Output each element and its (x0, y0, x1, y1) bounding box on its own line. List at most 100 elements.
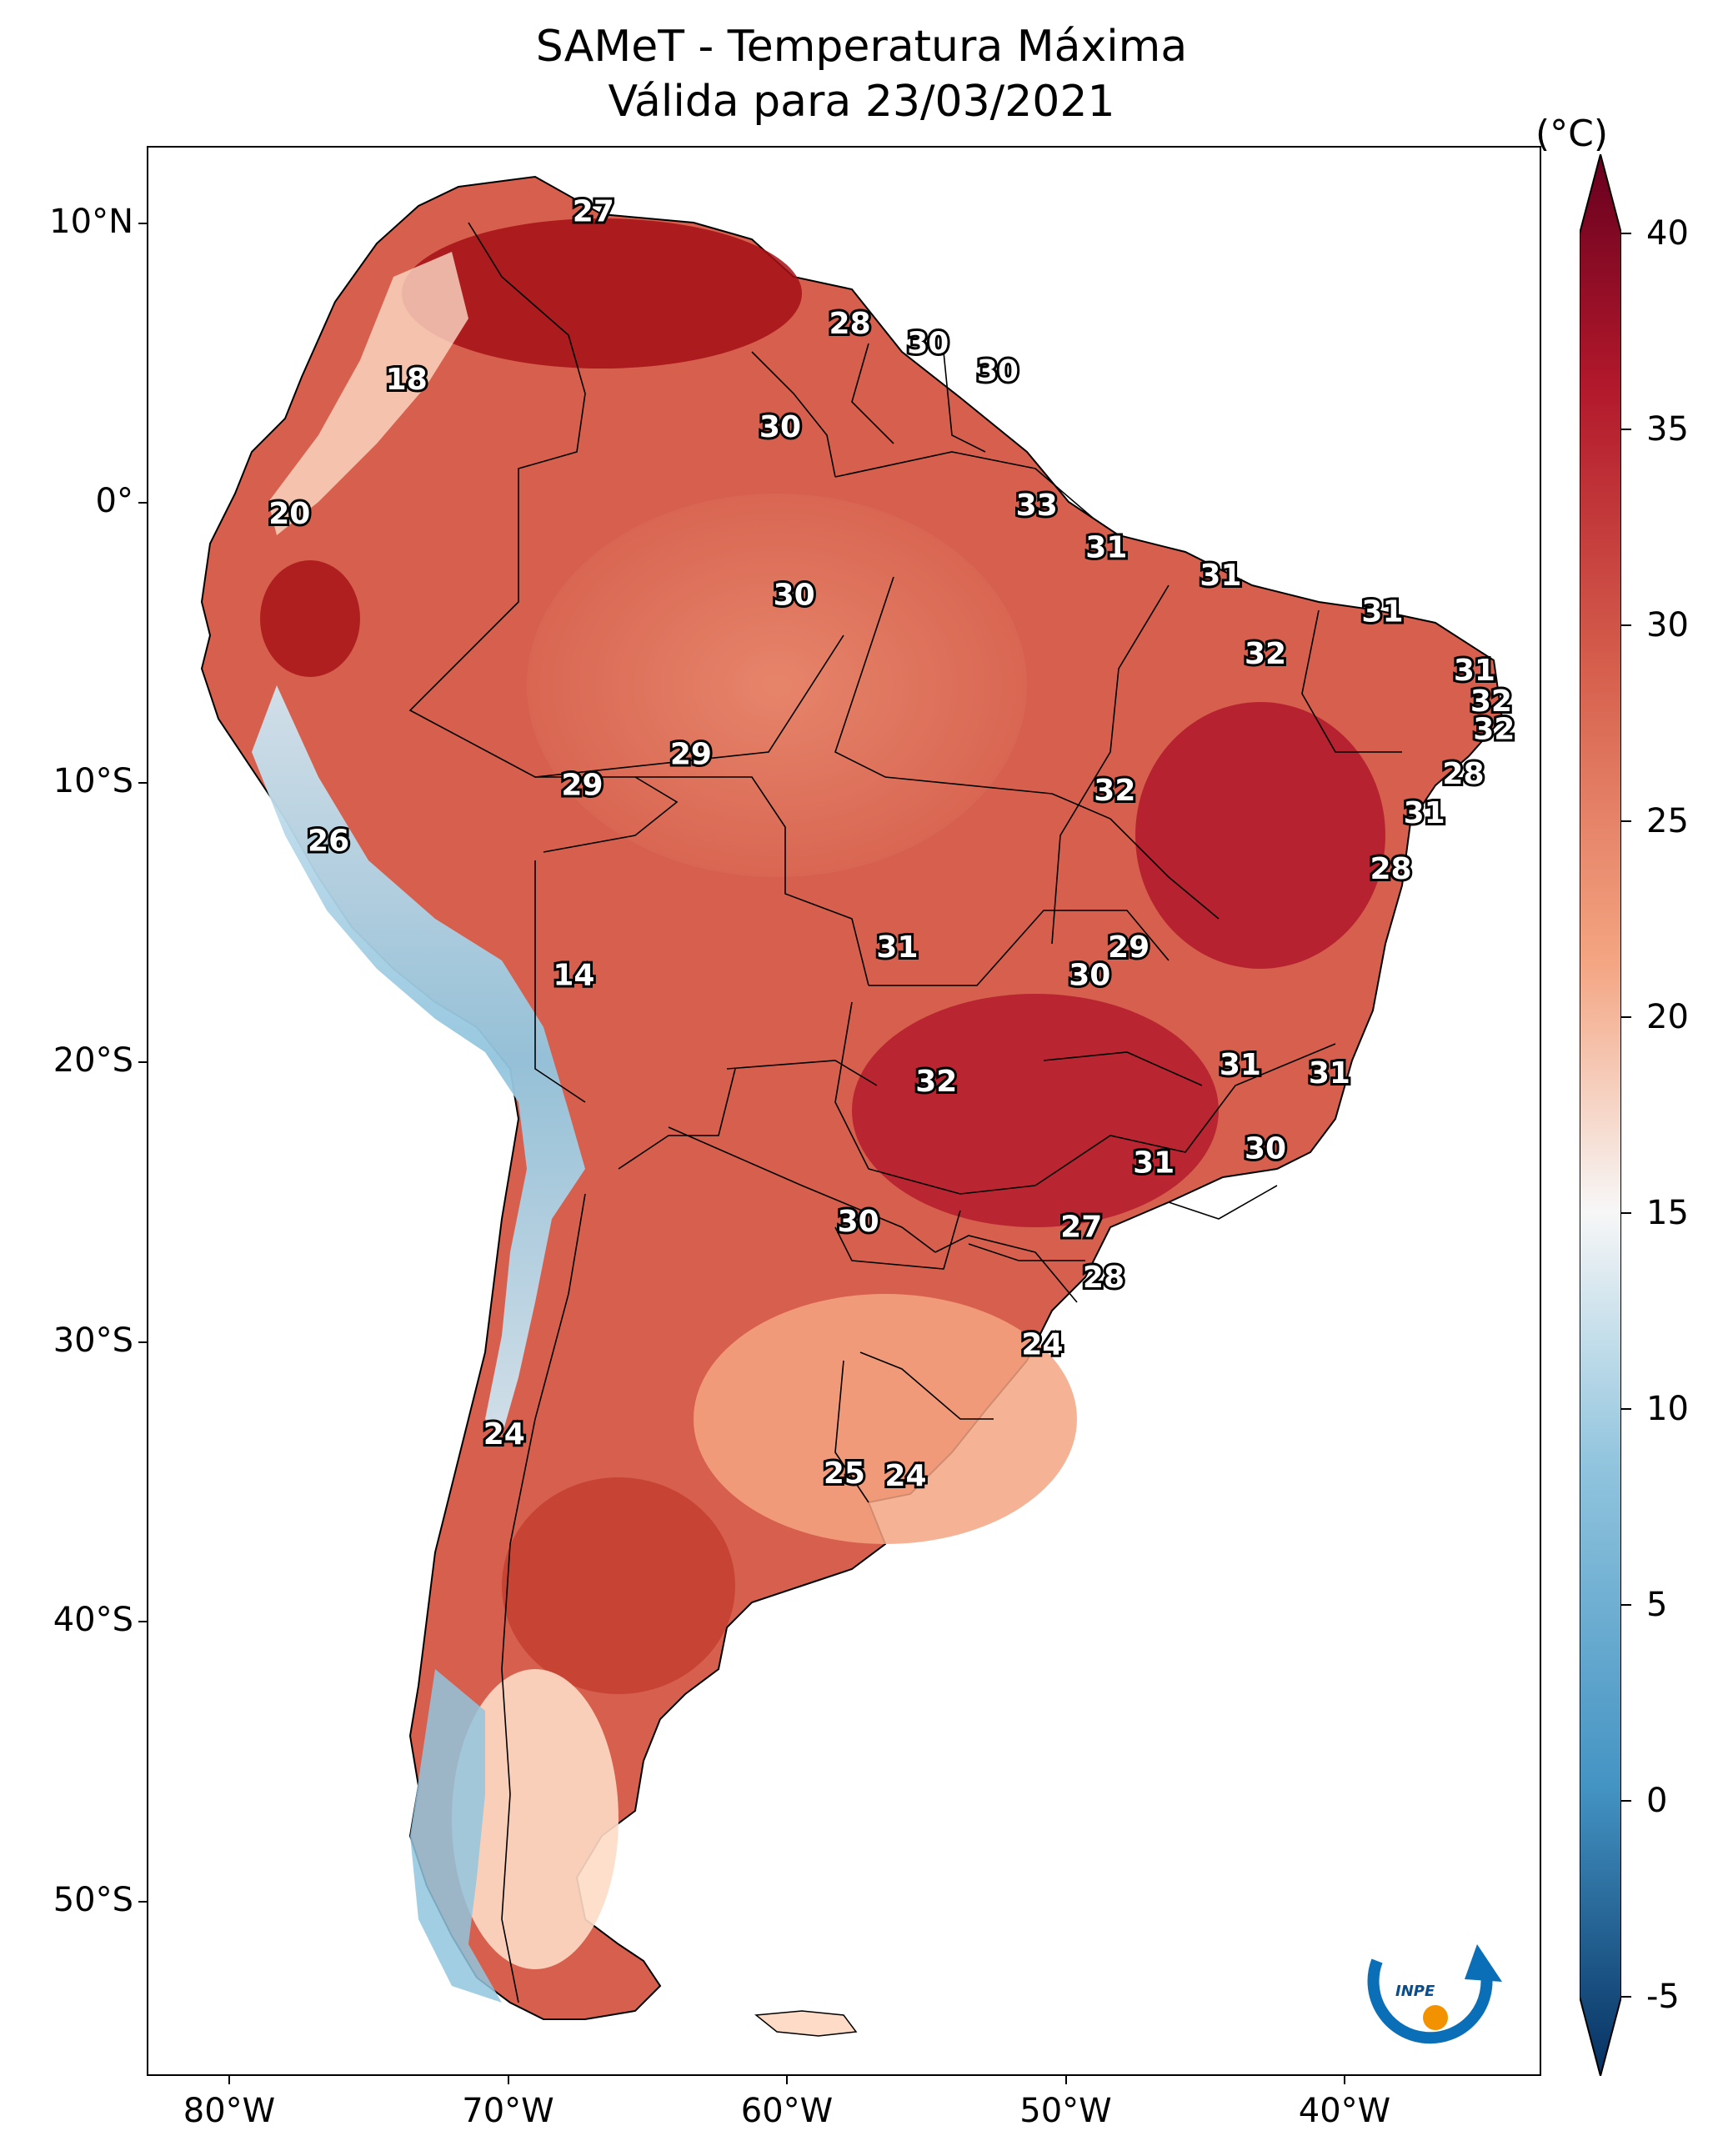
borders (408, 222, 1402, 2003)
chart-subtitle: Válida para 23/03/2021 (608, 77, 1115, 127)
colorbar-tick-label: 10 (1646, 1390, 1689, 1428)
lat-tick-mark (138, 222, 147, 224)
logo-arrow-icon (1465, 1944, 1502, 1982)
temperature-label: 30 (1069, 959, 1110, 993)
lat-tick-label: 40°S (53, 1601, 133, 1639)
temperature-label: 27 (1060, 1211, 1102, 1245)
lat-tick-label: 30°S (53, 1321, 133, 1360)
temperature-label: 27 (573, 195, 614, 229)
temperature-label: 31 (1361, 594, 1403, 629)
colorbar-tick-mark (1621, 1212, 1631, 1214)
temperature-label: 31 (1454, 654, 1495, 688)
colorbar-tick-mark (1621, 233, 1631, 234)
lon-tick-mark (1064, 2076, 1067, 2084)
temperature-label: 29 (670, 738, 712, 772)
temperature-label: 28 (829, 307, 871, 341)
hot-region-ecuador (260, 560, 360, 677)
lon-tick-label: 60°W (740, 2092, 834, 2130)
patagonia-cool-band (410, 1669, 502, 2003)
mild-region-south (694, 1294, 1077, 1544)
lon-tick-label: 50°W (1019, 2092, 1112, 2130)
temperature-label: 30 (977, 354, 1019, 389)
temperature-label: 29 (561, 769, 603, 803)
colorbar-tick-label: 25 (1646, 802, 1689, 840)
mild-region-patagonia (452, 1669, 619, 1969)
temperature-label: 32 (1094, 774, 1135, 808)
colorbar-tick-label: 20 (1646, 998, 1689, 1036)
lon-tick-mark (228, 2076, 230, 2084)
lon-tick-label: 70°W (462, 2092, 554, 2130)
lat-tick-mark (138, 1061, 147, 1063)
lat-tick-label: 0° (95, 482, 133, 520)
temperature-label: 30 (1245, 1132, 1286, 1166)
falkland-islands (754, 2010, 858, 2037)
temperature-label: 20 (268, 497, 310, 531)
colorbar-tick-mark (1621, 1604, 1631, 1606)
logo-arc-icon (1367, 1958, 1493, 2044)
colorbar-tick-label: 30 (1646, 606, 1689, 644)
hot-region-patagonia (502, 1477, 735, 1694)
lat-tick-label: 10°S (53, 761, 133, 800)
lat-tick-mark (138, 781, 147, 784)
lat-tick-label: 10°N (49, 202, 133, 241)
colorbar-tick-label: 0 (1646, 1782, 1668, 1820)
colorbar-tick-mark (1621, 1408, 1631, 1410)
colorbar-tick-mark (1621, 820, 1631, 822)
colorbar-tick-mark (1621, 1996, 1631, 1998)
temperature-label: 31 (1133, 1146, 1175, 1180)
hot-region-northeast (1135, 702, 1385, 969)
temperature-label: 24 (483, 1417, 525, 1452)
temperature-label: 31 (1220, 1048, 1261, 1082)
temperature-label: 24 (1021, 1328, 1063, 1362)
temperature-label: 30 (759, 410, 801, 444)
temperature-label: 30 (838, 1205, 879, 1239)
temperature-label: 14 (553, 959, 594, 993)
hot-region-venezuela (402, 218, 802, 369)
lat-tick-mark (138, 1341, 147, 1343)
logo-text: INPE (1395, 1983, 1435, 2000)
temperature-label: 25 (824, 1457, 865, 1491)
chart-title: SAMeT - Temperatura Máxima (535, 22, 1188, 72)
temperature-label: 24 (884, 1459, 926, 1493)
continent-shape (200, 175, 1504, 2020)
temperature-label: 29 (1108, 930, 1150, 965)
temperature-label: 32 (1473, 712, 1515, 746)
colorbar-tick-label: -5 (1646, 1978, 1680, 2016)
colombia-andes-cool (268, 252, 468, 535)
colorbar-tick-mark (1621, 429, 1631, 430)
temperature-label: 31 (1200, 559, 1241, 593)
map-panel: 27 28 30 30 18 30 33 20 31 31 30 31 32 31 32 32 29 28 29 32… (147, 146, 1541, 2076)
temperature-label: 33 (1016, 489, 1058, 523)
temperature-label: 28 (1442, 757, 1484, 791)
colorbar-tick-label: 5 (1646, 1586, 1668, 1624)
temperature-label: 32 (1245, 637, 1286, 671)
lat-tick-mark (138, 1900, 147, 1903)
lat-tick-label: 50°S (53, 1880, 133, 1919)
temperature-label: 31 (1085, 530, 1127, 564)
temperature-label: 28 (1370, 852, 1411, 886)
colorbar-unit: (°C) (1535, 113, 1609, 155)
temperature-label: 31 (1309, 1056, 1350, 1091)
lon-tick-label: 80°W (183, 2092, 276, 2130)
temperature-label: 32 (915, 1065, 957, 1099)
amazon-region (527, 494, 1027, 877)
temperature-label: 31 (1404, 796, 1445, 830)
colorbar-tick-label: 35 (1646, 410, 1689, 449)
andes-cool-band (252, 685, 585, 1436)
logo-sun-icon (1423, 2005, 1448, 2030)
temperature-label: 30 (774, 578, 815, 612)
colorbar-tick-label: 15 (1646, 1194, 1689, 1232)
colorbar (1580, 154, 1621, 2076)
colorbar-tick-label: 40 (1646, 214, 1689, 253)
lat-tick-label: 20°S (53, 1041, 133, 1080)
temperature-label: 32 (1470, 684, 1512, 719)
temperature-label: 18 (386, 363, 428, 397)
colorbar-tick-mark (1621, 624, 1631, 626)
lat-tick-mark (138, 1621, 147, 1622)
lon-tick-mark (507, 2076, 509, 2084)
temperature-label: 26 (308, 825, 349, 859)
colorbar-tick-mark (1621, 1800, 1631, 1802)
inpe-logo: INPE (1367, 1944, 1502, 2044)
